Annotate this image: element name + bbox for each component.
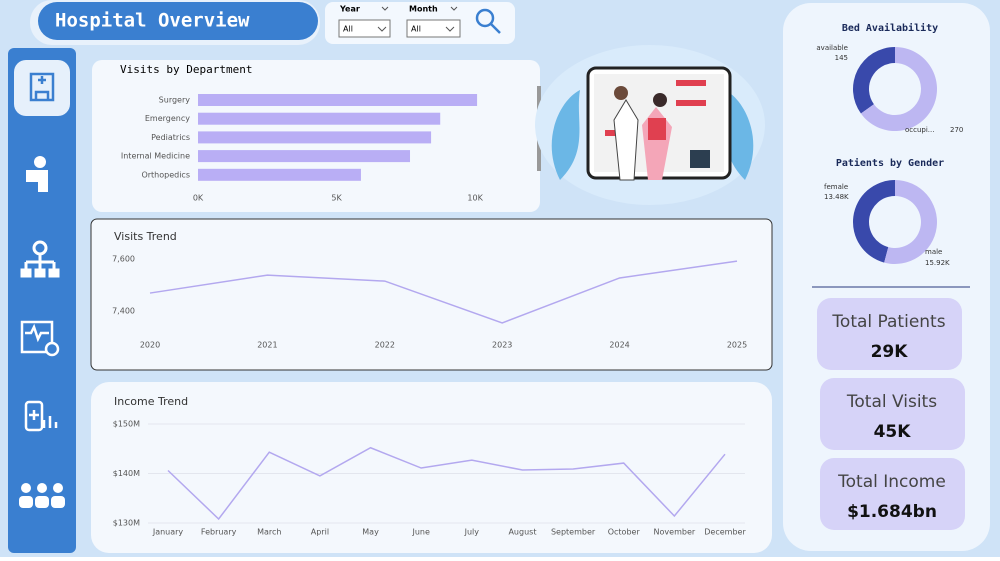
- kpi-card: [820, 458, 965, 530]
- legend-label: available: [816, 44, 848, 52]
- line: [167, 446, 726, 521]
- legend-label: male: [925, 248, 942, 256]
- donut-slice: [853, 47, 895, 114]
- nav-staff[interactable]: [19, 483, 65, 508]
- y-tick-label: $150M: [113, 419, 140, 428]
- data-label: 13.48K: [824, 193, 849, 201]
- illustration: [535, 45, 765, 205]
- filter-label: Year: [339, 5, 360, 14]
- donut-slice: [853, 180, 895, 263]
- nav-home[interactable]: [14, 60, 70, 116]
- panel: [90, 218, 773, 371]
- x-tick-label: 2024: [609, 341, 629, 350]
- chevron: [450, 6, 458, 11]
- kpi-value: $1.684bn: [847, 502, 937, 522]
- bar: [198, 112, 441, 125]
- chart-title: Visits Trend: [114, 230, 177, 243]
- x-tick-label: 10K: [467, 194, 483, 203]
- x-tick-label: November: [654, 528, 696, 537]
- chart-title: Bed Availability: [842, 22, 938, 34]
- filter-dropdown[interactable]: [338, 19, 391, 38]
- chevron: [377, 26, 387, 32]
- x-tick-label: April: [311, 528, 329, 537]
- kpi-card: [817, 298, 962, 370]
- donut-slice: [860, 47, 938, 131]
- kpi-label: Total Visits: [846, 392, 937, 412]
- nav-monitor[interactable]: [20, 320, 60, 357]
- y-tick-label: 7,400: [112, 307, 135, 316]
- x-tick-label: June: [411, 528, 430, 537]
- filter-value: All: [343, 25, 353, 34]
- donut-slice: [884, 180, 937, 264]
- search-button[interactable]: [475, 8, 501, 34]
- y-tick-label: Emergency: [145, 114, 190, 123]
- x-tick-label: 2020: [140, 341, 160, 350]
- kpi-card: [820, 378, 965, 450]
- kpi-value: 45K: [874, 422, 912, 442]
- x-tick-label: 2025: [727, 341, 747, 350]
- x-tick-label: March: [257, 528, 281, 537]
- chevron: [381, 6, 389, 11]
- chart-title: Patients by Gender: [836, 157, 944, 169]
- legend-label: female: [824, 183, 848, 191]
- data-label: 270: [950, 126, 963, 134]
- bar: [198, 131, 432, 144]
- bar: [198, 150, 411, 163]
- legend-label: occupi...: [905, 126, 934, 134]
- y-tick-label: 7,600: [112, 255, 135, 264]
- y-tick-label: Internal Medicine: [121, 152, 190, 161]
- kpi-label: Total Income: [837, 472, 946, 492]
- y-tick-label: Pediatrics: [151, 133, 190, 142]
- y-tick-label: Orthopedics: [141, 170, 190, 179]
- x-tick-label: 0K: [193, 194, 204, 203]
- x-tick-label: September: [551, 528, 596, 537]
- x-tick-label: 2023: [492, 341, 512, 350]
- filter-label: Month: [409, 5, 438, 14]
- page-title: Hospital Overview: [55, 10, 250, 32]
- y-tick-label: $130M: [113, 518, 140, 527]
- x-tick-label: October: [608, 528, 641, 537]
- chevron: [445, 26, 455, 32]
- bar: [198, 168, 361, 181]
- y-tick-label: Surgery: [159, 96, 191, 105]
- nav-pharmacy[interactable]: [24, 400, 58, 432]
- x-tick-label: 2021: [257, 341, 277, 350]
- chart-title: Income Trend: [114, 395, 188, 408]
- filter-value: All: [411, 25, 421, 34]
- x-tick-label: May: [362, 528, 379, 537]
- y-tick-label: $140M: [113, 469, 140, 478]
- panel: [91, 382, 772, 553]
- nav-icon: [29, 72, 55, 102]
- x-tick-label: 2022: [375, 341, 395, 350]
- x-tick-label: July: [464, 528, 480, 537]
- kpi-value: 29K: [871, 342, 909, 362]
- header-pill: [38, 2, 318, 40]
- x-tick-label: February: [201, 528, 237, 537]
- data-label: 145: [835, 54, 848, 62]
- x-tick-label: 5K: [331, 194, 342, 203]
- x-tick-label: January: [152, 528, 184, 537]
- bar: [198, 94, 478, 106]
- x-tick-label: August: [508, 528, 536, 537]
- filter-dropdown[interactable]: [406, 19, 461, 38]
- nav-doctor[interactable]: [26, 156, 48, 192]
- x-tick-label: December: [704, 528, 746, 537]
- kpi-label: Total Patients: [831, 312, 945, 332]
- nav-org[interactable]: [20, 240, 60, 278]
- data-label: 15.92K: [925, 259, 950, 267]
- sidebar: [8, 48, 76, 553]
- chart-title: Visits by Department: [120, 63, 252, 76]
- line: [149, 260, 738, 324]
